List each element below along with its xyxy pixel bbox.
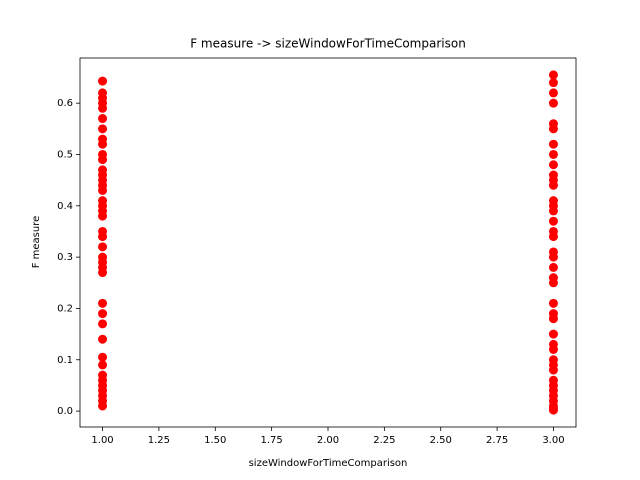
point [98, 352, 108, 362]
point [548, 252, 558, 262]
point [98, 319, 108, 329]
y-tick-label: 0.6 [57, 98, 73, 109]
x-tick-label: 1.00 [91, 435, 113, 446]
x-tick-label: 1.75 [261, 435, 283, 446]
point [548, 180, 558, 190]
point [548, 365, 558, 375]
point [98, 211, 108, 221]
point [548, 78, 558, 88]
point [98, 185, 108, 195]
point [98, 103, 108, 113]
x-tick-label: 2.25 [373, 435, 395, 446]
point [548, 149, 558, 159]
point [98, 334, 108, 344]
point [548, 314, 558, 324]
point [98, 139, 108, 149]
y-tick-label: 0.5 [57, 149, 73, 160]
point [548, 206, 558, 216]
y-tick-label: 0.0 [57, 406, 73, 417]
point [98, 268, 108, 278]
point [98, 232, 108, 242]
point [548, 278, 558, 288]
point [548, 216, 558, 226]
point [548, 298, 558, 308]
y-tick-label: 0.4 [57, 201, 73, 212]
x-tick-label: 1.50 [204, 435, 226, 446]
point [98, 155, 108, 165]
x-tick-label: 1.25 [148, 435, 170, 446]
point [548, 262, 558, 272]
point [98, 76, 108, 86]
point [548, 139, 558, 149]
chart-title: F measure -> sizeWindowForTimeComparison [190, 37, 466, 51]
point [548, 345, 558, 355]
point [548, 98, 558, 108]
point [98, 242, 108, 252]
y-tick-label: 0.3 [57, 252, 73, 263]
point [98, 401, 108, 411]
point [548, 232, 558, 242]
point [548, 70, 558, 80]
plot-frame [79, 57, 577, 428]
x-tick-label: 2.50 [430, 435, 452, 446]
point [98, 298, 108, 308]
point [98, 124, 108, 134]
x-axis-label: sizeWindowForTimeComparison [249, 458, 408, 469]
x-tick-label: 2.00 [317, 435, 339, 446]
point [548, 405, 558, 415]
y-tick-label: 0.2 [57, 303, 73, 314]
point [548, 329, 558, 339]
point [548, 160, 558, 170]
point [98, 309, 108, 319]
y-axis-label: F measure [31, 216, 42, 269]
x-tick-label: 3.00 [542, 435, 564, 446]
y-tick-label: 0.1 [57, 355, 73, 366]
point [98, 114, 108, 124]
x-tick-label: 2.75 [486, 435, 508, 446]
point [548, 88, 558, 98]
point [98, 360, 108, 370]
point [548, 124, 558, 134]
